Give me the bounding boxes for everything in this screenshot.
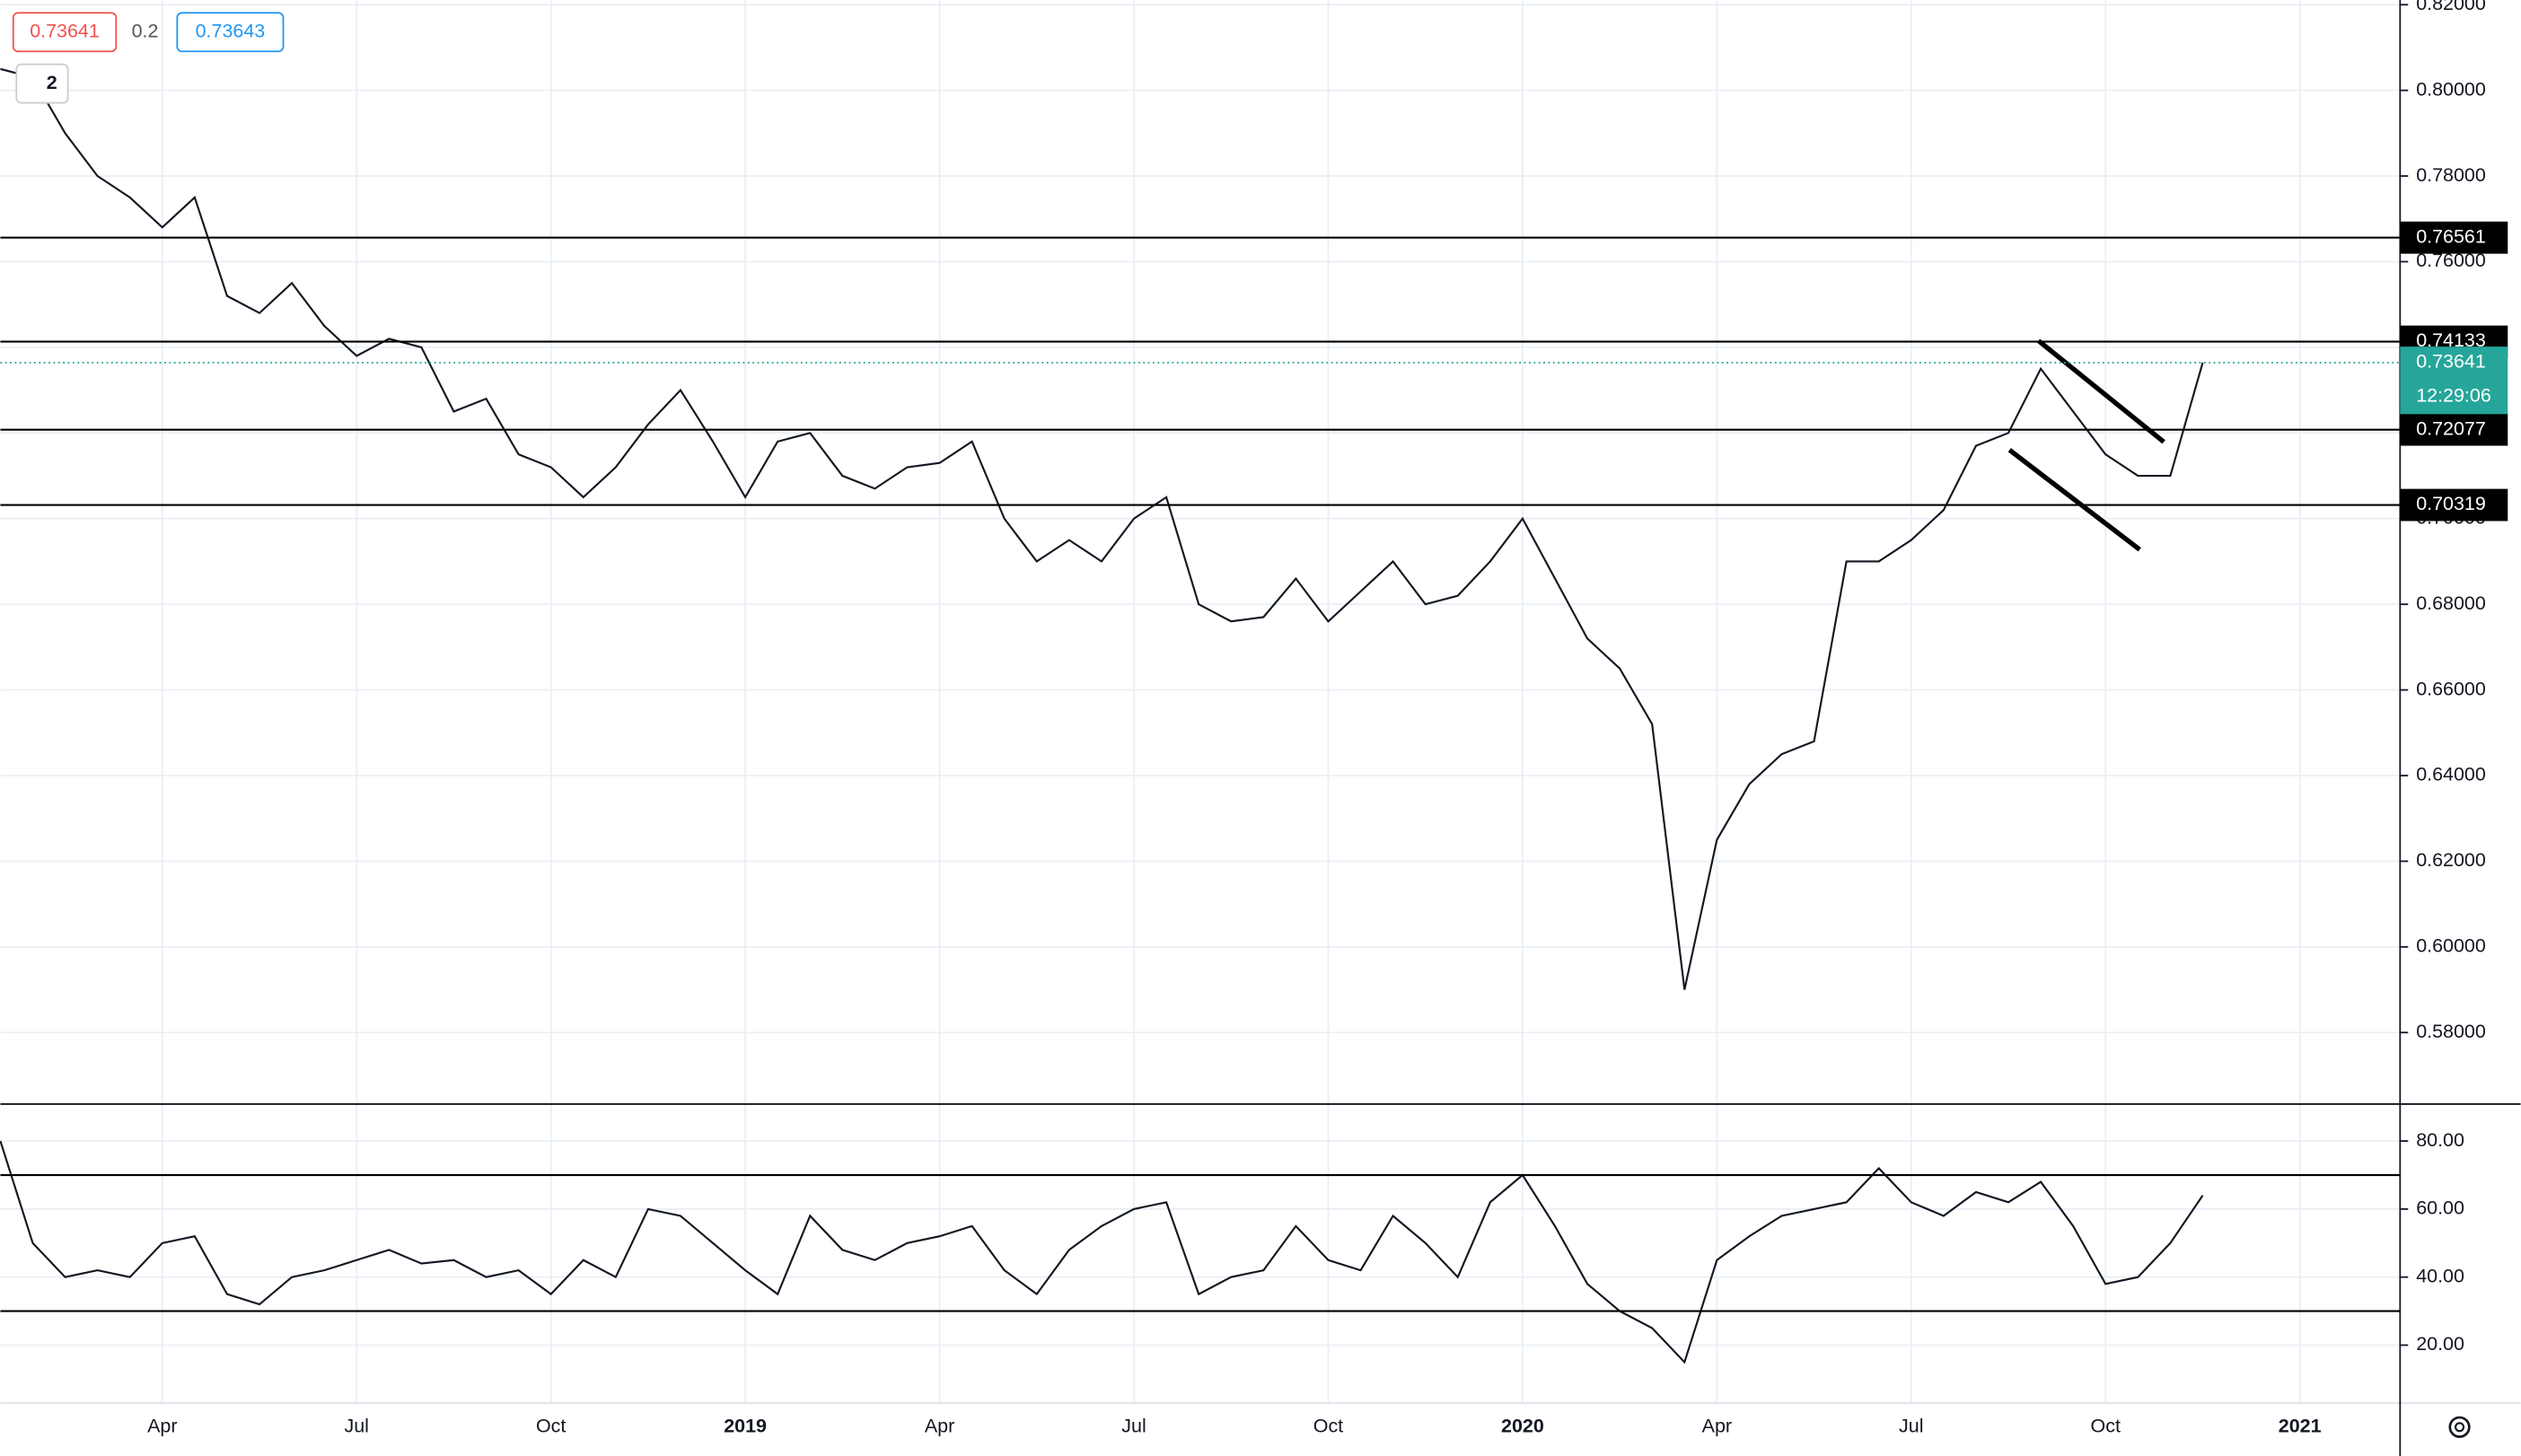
trend-line bbox=[2036, 338, 2165, 444]
level-label-box bbox=[2400, 413, 2508, 446]
series-line bbox=[0, 1140, 2204, 1364]
trend-line bbox=[2007, 448, 2141, 552]
y-tick-label: 20.00 bbox=[2416, 1333, 2464, 1355]
x-tick-label: Jul bbox=[1899, 1415, 1923, 1436]
level-label-box bbox=[2400, 221, 2508, 254]
countdown: 12:29:06 bbox=[2416, 384, 2491, 406]
x-tick-label: 2019 bbox=[724, 1415, 767, 1436]
x-tick-label: 2021 bbox=[2279, 1415, 2322, 1436]
level-label: 0.70319 bbox=[2416, 493, 2486, 514]
settings-icon[interactable] bbox=[2448, 1416, 2471, 1438]
bid-box bbox=[12, 12, 118, 53]
y-tick-label: 0.78000 bbox=[2416, 164, 2486, 186]
series-line bbox=[0, 67, 2204, 990]
x-tick-label: Apr bbox=[1702, 1415, 1732, 1436]
legend: 0.73641 0.2 0.73643 2 bbox=[12, 12, 285, 104]
ask-box bbox=[176, 12, 285, 53]
y-tick-label: 0.68000 bbox=[2416, 592, 2486, 614]
level-label-box bbox=[2400, 488, 2508, 522]
level-label: 0.72077 bbox=[2416, 417, 2486, 439]
y-tick-label: 0.80000 bbox=[2416, 78, 2486, 100]
y-tick-label: 0.62000 bbox=[2416, 849, 2486, 871]
last-price-box bbox=[2400, 346, 2508, 415]
y-tick-label: 80.00 bbox=[2416, 1129, 2464, 1151]
y-tick-label: 0.82000 bbox=[2416, 0, 2486, 14]
last-price-label: 0.73641 bbox=[2416, 351, 2486, 373]
x-tick-label: Apr bbox=[147, 1415, 177, 1436]
y-tick-label: 40.00 bbox=[2416, 1265, 2464, 1286]
level-label: 0.76561 bbox=[2416, 225, 2486, 247]
x-tick-label: Jul bbox=[345, 1415, 369, 1436]
x-tick-label: Jul bbox=[1121, 1415, 1146, 1436]
y-tick-label: 0.58000 bbox=[2416, 1021, 2486, 1042]
x-tick-label: Oct bbox=[1313, 1415, 1343, 1436]
interval-box[interactable] bbox=[15, 63, 69, 104]
gear-hub[interactable] bbox=[2455, 1422, 2465, 1433]
y-tick-label: 60.00 bbox=[2416, 1197, 2464, 1219]
x-tick-label: Oct bbox=[536, 1415, 566, 1436]
marks bbox=[0, 67, 2204, 1364]
gear[interactable] bbox=[2448, 1416, 2471, 1438]
grid bbox=[0, 0, 2401, 1403]
x-tick-label: Oct bbox=[2091, 1415, 2121, 1436]
y-tick-label: 0.66000 bbox=[2416, 678, 2486, 699]
y-tick-label: 0.64000 bbox=[2416, 764, 2486, 785]
x-tick-label: 2020 bbox=[1501, 1415, 1544, 1436]
spread: 0.2 bbox=[132, 20, 159, 41]
y-tick-label: 0.60000 bbox=[2416, 935, 2486, 957]
bid: 0.73641 bbox=[30, 20, 100, 41]
ask: 0.73643 bbox=[196, 20, 266, 41]
x-tick-label: Apr bbox=[925, 1415, 954, 1436]
interval[interactable]: 2 bbox=[47, 72, 57, 93]
